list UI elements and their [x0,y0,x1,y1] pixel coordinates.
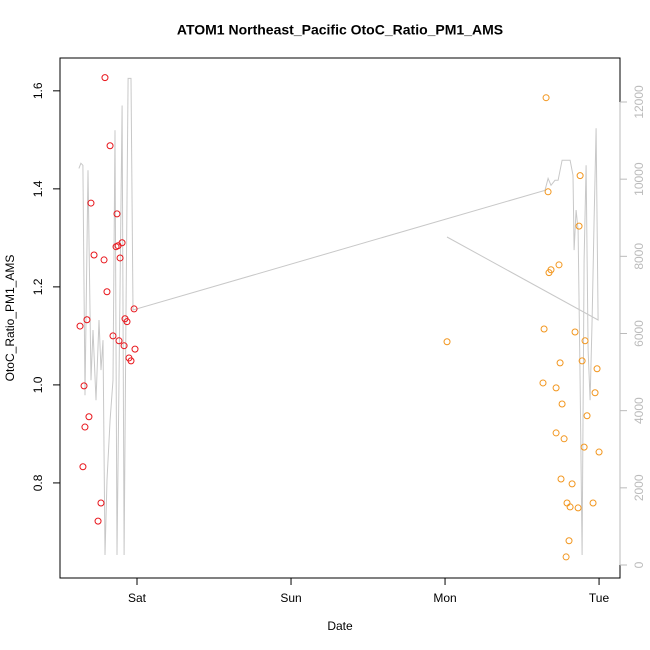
point [118,239,126,247]
x-axis-label: Date [327,619,353,633]
point [576,172,584,180]
y2-tick-label: 12000 [632,85,646,119]
point [106,142,114,150]
point [595,448,603,456]
x-tick-label: Sat [128,591,147,605]
point [566,503,574,511]
y2-tick-label: 10000 [632,162,646,196]
point [558,400,566,408]
y2-tick-label: 0 [632,561,646,568]
line [78,77,599,556]
point [593,365,601,373]
point [76,322,84,330]
point [100,256,108,264]
point [552,429,560,437]
point [578,357,586,365]
point [560,435,568,443]
point [589,499,597,507]
point [562,553,570,561]
point [120,342,128,350]
point [583,412,591,420]
point [556,359,564,367]
point [79,463,87,471]
y-tick-label: 1.4 [31,180,45,197]
point [443,338,451,346]
point [580,443,588,451]
point [85,413,93,421]
point [547,266,555,274]
point [80,382,88,390]
point [115,337,123,345]
point [97,499,105,507]
y-tick-label: 1.2 [31,278,45,295]
point [552,384,560,392]
y2-tick-label: 8000 [632,243,646,270]
point [568,480,576,488]
point [103,288,111,296]
point [591,389,599,397]
point [557,475,565,483]
point [555,261,563,269]
point [581,337,589,345]
point [575,222,583,230]
point [90,251,98,259]
point [571,328,579,336]
point [94,517,102,525]
point [81,423,89,431]
point [131,345,139,353]
point [539,379,547,387]
point [87,199,95,207]
point [127,357,135,365]
point [123,318,131,326]
point [101,74,109,82]
point [109,332,117,340]
point [130,305,138,313]
point [544,188,552,196]
y-tick-label: 0.8 [31,474,45,491]
y-axis-label: OtoC_Ratio_PM1_AMS [3,255,17,382]
y-tick-label: 1.6 [31,82,45,99]
y2-tick-label: 4000 [632,397,646,424]
point [574,504,582,512]
x-tick-label: Mon [433,591,456,605]
y-tick-label: 1.0 [31,376,45,393]
point [540,325,548,333]
x-tick-label: Sun [280,591,301,605]
y2-tick-label: 2000 [632,474,646,501]
point [113,210,121,218]
y2-tick-label: 6000 [632,320,646,347]
point [116,254,124,262]
chart-title: ATOM1 Northeast_Pacific OtoC_Ratio_PM1_A… [177,22,503,38]
point [83,316,91,324]
x-tick-label: Tue [589,591,610,605]
point [565,537,573,545]
point [542,94,550,102]
